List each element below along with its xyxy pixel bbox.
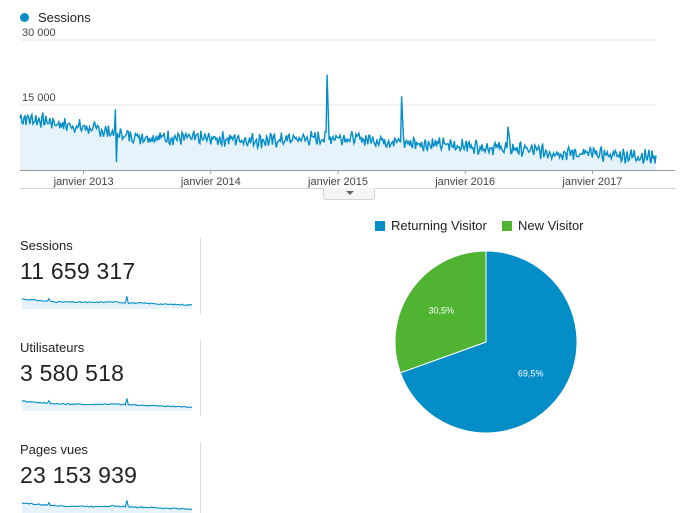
x-tick-label: janvier 2016 [434,176,495,188]
y-tick-label: 30 000 [22,27,56,39]
sessions-legend-label: Sessions [38,10,91,25]
chevron-down-icon [346,191,354,195]
x-tick-label: janvier 2013 [53,176,114,188]
metric-value: 11 659 317 [20,258,136,284]
metric-sparkline [21,398,192,411]
pie-data-label: 69,5% [518,368,544,378]
metric-sparkline [21,500,192,513]
metric-sparkline [21,296,192,309]
x-tick-label: janvier 2017 [561,176,622,188]
legend-label: New Visitor [518,218,584,233]
sessions-line-chart: 15 000 30 000 janvier 2013 janvier 2014 janv… [19,27,675,189]
pie-data-label: 30,5% [429,306,455,316]
x-tick-label: janvier 2015 [307,176,368,188]
metric-divider [200,442,201,513]
metric-divider [200,238,201,314]
legend-swatch-returning [375,220,385,231]
y-tick-label: 15 000 [22,92,56,104]
metric-divider [200,340,201,416]
pie-slice-new-visitor [394,250,487,374]
metric-label: Pages vues [20,442,88,457]
x-tick-label: janvier 2014 [180,176,241,188]
sparkline-line [21,500,192,510]
pie-slice-returning-visitor [399,250,578,434]
legend-label: Returning Visitor [391,218,487,233]
sparkline-line [21,296,192,306]
metric-label: Sessions [20,238,73,253]
visitor-type-pie-chart: 69,5% 30,5% [394,250,578,434]
legend-swatch-new [502,220,512,231]
metric-sessions[interactable]: Sessions 11 659 317 [20,238,202,309]
pie-legend-new[interactable]: New Visitor [502,218,584,233]
sessions-legend: Sessions [20,10,91,25]
metric-users[interactable]: Utilisateurs 3 580 518 [20,340,202,411]
metric-value: 3 580 518 [20,360,125,386]
sessions-line [19,74,657,164]
sessions-legend-dot [20,13,29,22]
metric-value: 23 153 939 [20,462,138,488]
metric-label: Utilisateurs [20,340,85,355]
metric-pageviews[interactable]: Pages vues 23 153 939 [20,442,202,513]
chart-collapse-toggle[interactable] [323,188,375,200]
pie-legend-returning[interactable]: Returning Visitor [375,218,487,233]
sparkline-line [21,398,192,409]
